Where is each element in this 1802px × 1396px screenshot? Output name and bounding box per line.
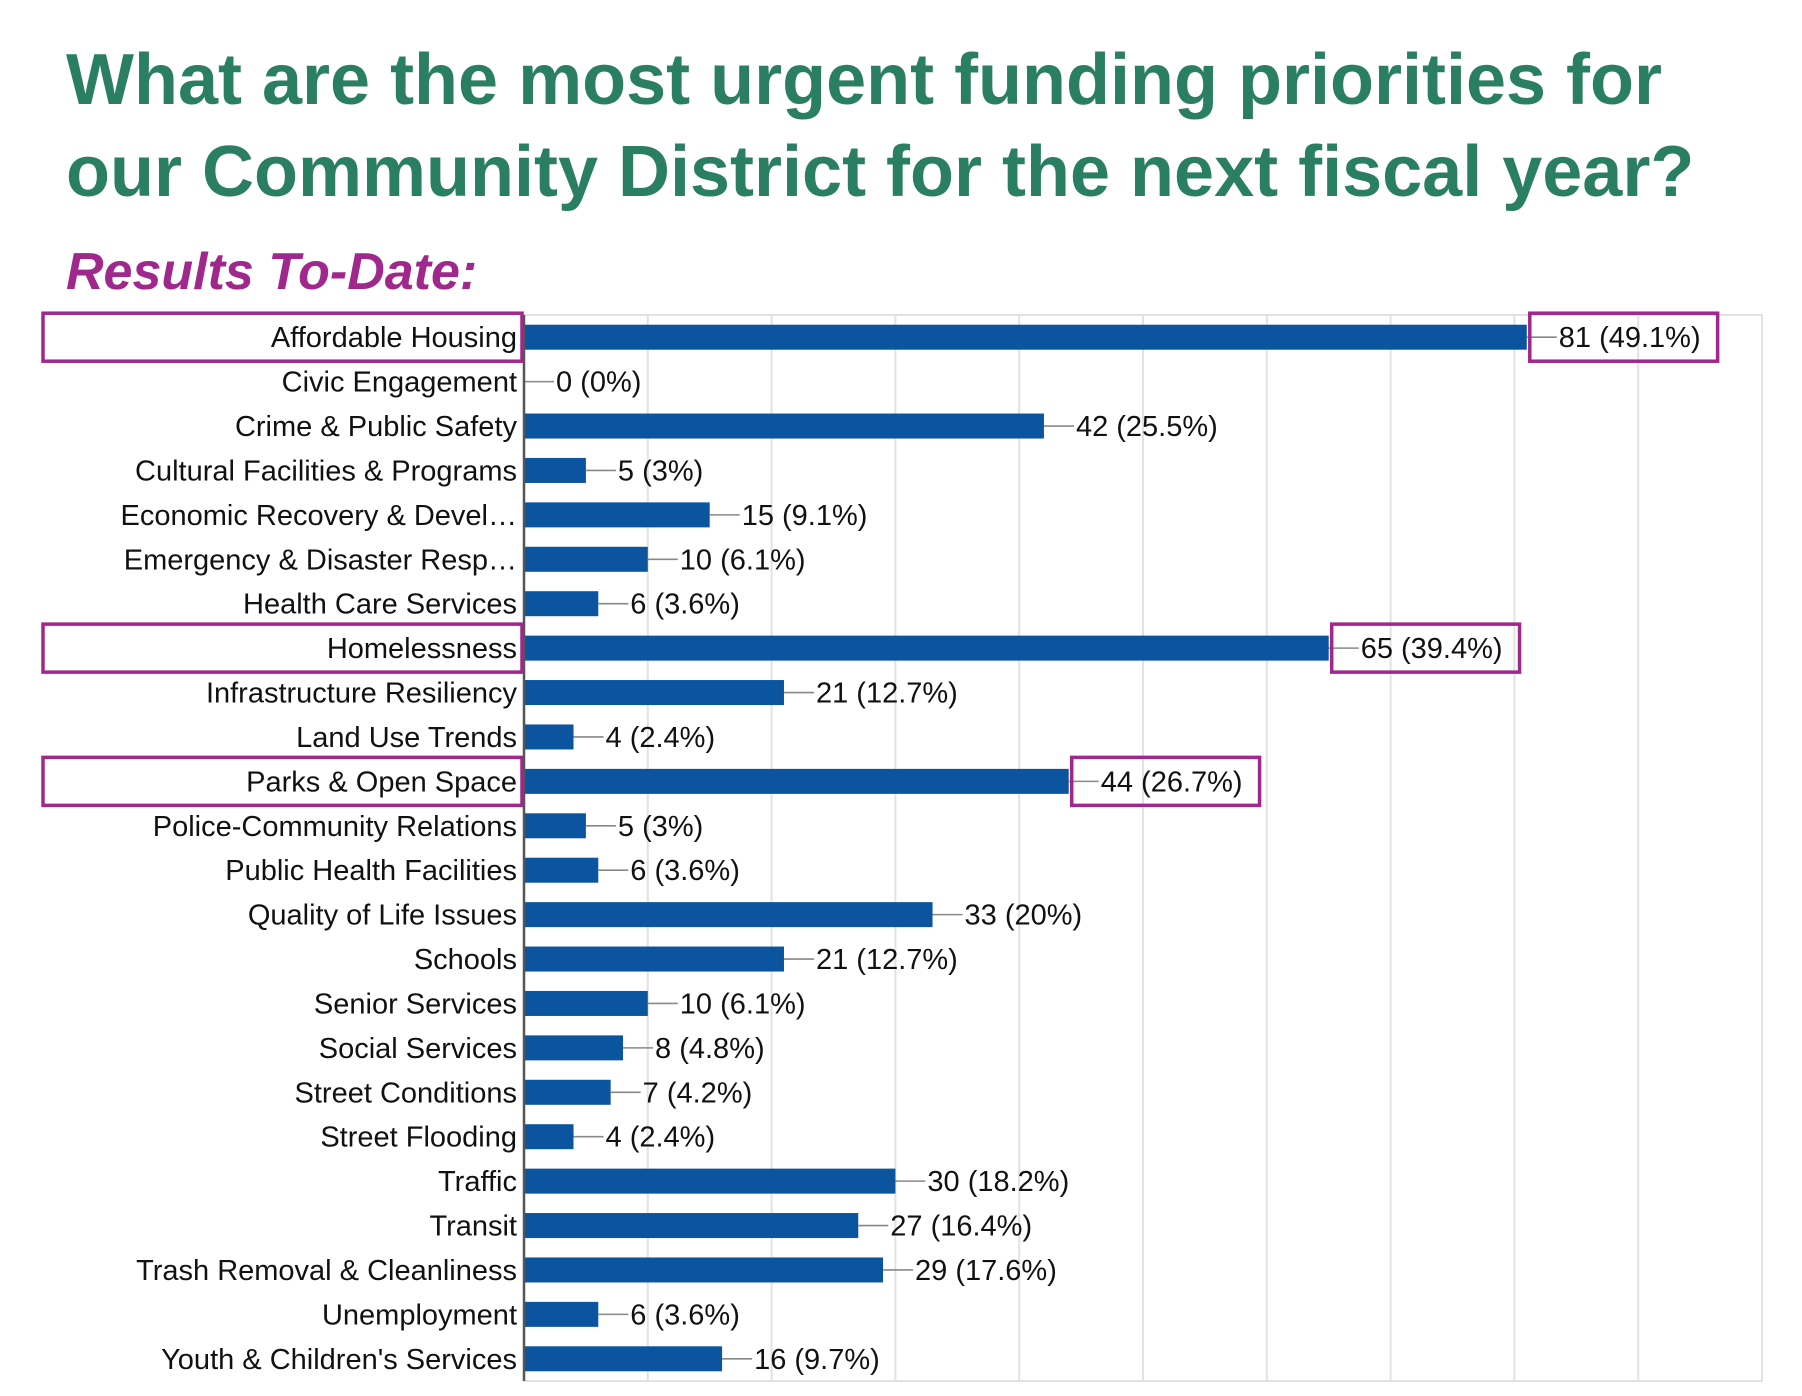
data-label-public-health-facilities: 6 (3.6%) [630,855,740,887]
category-label-public-health-facilities: Public Health Facilities [225,855,517,887]
data-label-youth-children-s-services: 16 (9.7%) [754,1344,880,1376]
category-label-street-flooding: Street Flooding [320,1122,517,1154]
category-label-affordable-housing: Affordable Housing [271,322,517,354]
data-label-schools: 21 (12.7%) [816,944,958,976]
data-label-emergency-disaster-resp: 10 (6.1%) [680,544,806,576]
data-label-social-services: 8 (4.8%) [655,1033,765,1065]
category-label-economic-recovery-devel: Economic Recovery & Devel… [121,500,517,532]
bar-traffic [524,1168,896,1194]
category-label-homelessness: Homelessness [327,633,517,665]
highlight-box-label-homelessness [41,622,524,674]
highlight-box-value-homelessness [1329,622,1522,674]
category-label-civic-engagement: Civic Engagement [282,367,517,399]
highlight-box-label-affordable-housing [41,311,524,363]
category-label-infrastructure-resiliency: Infrastructure Resiliency [206,678,518,710]
bar-health-care-services [524,591,599,617]
bar-homelessness [524,635,1329,661]
bar-affordable-housing [524,324,1527,350]
data-label-street-flooding: 4 (2.4%) [606,1122,716,1154]
bar-land-use-trends [524,724,574,750]
category-label-transit: Transit [429,1211,517,1243]
data-label-cultural-facilities-programs: 5 (3%) [618,455,703,487]
data-label-trash-removal-cleanliness: 29 (17.6%) [915,1255,1057,1287]
page-title: What are the most urgent funding priorit… [66,40,1695,212]
bar-infrastructure-resiliency [524,680,784,706]
category-label-health-care-services: Health Care Services [243,589,517,621]
data-label-transit: 27 (16.4%) [890,1211,1032,1243]
bar-social-services [524,1035,624,1061]
bar-transit [524,1213,859,1239]
data-label-crime-public-safety: 42 (25.5%) [1076,411,1218,443]
bar-street-flooding [524,1124,574,1150]
bar-cultural-facilities-programs [524,457,586,483]
highlight-box-value-affordable-housing [1528,311,1720,363]
data-label-health-care-services: 6 (3.6%) [630,589,740,621]
category-label-quality-of-life-issues: Quality of Life Issues [248,900,517,932]
bar-youth-children-s-services [524,1346,723,1372]
bar-emergency-disaster-resp [524,546,648,572]
data-label-homelessness: 65 (39.4%) [1361,633,1503,665]
category-label-schools: Schools [414,944,517,976]
category-label-social-services: Social Services [319,1033,517,1065]
data-label-infrastructure-resiliency: 21 (12.7%) [816,678,958,710]
data-label-police-community-relations: 5 (3%) [618,811,703,843]
highlight-box-label-parks-open-space [41,755,524,808]
category-label-youth-children-s-services: Youth & Children's Services [161,1344,517,1376]
highlight-box-value-parks-open-space [1069,755,1262,808]
category-label-emergency-disaster-resp: Emergency & Disaster Resp… [124,544,517,576]
bar-trash-removal-cleanliness [524,1257,884,1283]
category-label-cultural-facilities-programs: Cultural Facilities & Programs [135,455,517,487]
category-label-traffic: Traffic [438,1166,517,1198]
bar-crime-public-safety [524,413,1044,439]
data-label-economic-recovery-devel: 15 (9.1%) [742,500,868,532]
bar-unemployment [524,1301,599,1327]
data-label-unemployment: 6 (3.6%) [630,1299,740,1331]
data-label-civic-engagement: 0 (0%) [556,367,641,399]
bar-public-health-facilities [524,857,599,883]
data-label-street-conditions: 7 (4.2%) [643,1077,753,1109]
bar-quality-of-life-issues [524,902,933,928]
data-label-traffic: 30 (18.2%) [927,1166,1069,1198]
bar-parks-open-space [524,768,1069,794]
data-label-parks-open-space: 44 (26.7%) [1101,766,1243,798]
data-label-land-use-trends: 4 (2.4%) [606,722,716,754]
category-label-trash-removal-cleanliness: Trash Removal & Cleanliness [136,1255,517,1287]
bar-senior-services [524,990,648,1016]
bar-street-conditions [524,1079,611,1105]
results-subtitle: Results To-Date: [66,243,478,301]
data-label-quality-of-life-issues: 33 (20%) [965,900,1083,932]
data-label-senior-services: 10 (6.1%) [680,988,806,1020]
bar-schools [524,946,784,972]
category-label-street-conditions: Street Conditions [295,1077,517,1109]
category-label-police-community-relations: Police-Community Relations [153,811,517,843]
bar-economic-recovery-devel [524,502,710,528]
category-label-parks-open-space: Parks & Open Space [246,766,517,798]
category-label-land-use-trends: Land Use Trends [296,722,517,754]
category-label-senior-services: Senior Services [314,988,517,1020]
category-label-crime-public-safety: Crime & Public Safety [235,411,518,443]
category-label-unemployment: Unemployment [322,1299,517,1331]
bar-police-community-relations [524,813,586,839]
data-label-affordable-housing: 81 (49.1%) [1559,322,1701,354]
